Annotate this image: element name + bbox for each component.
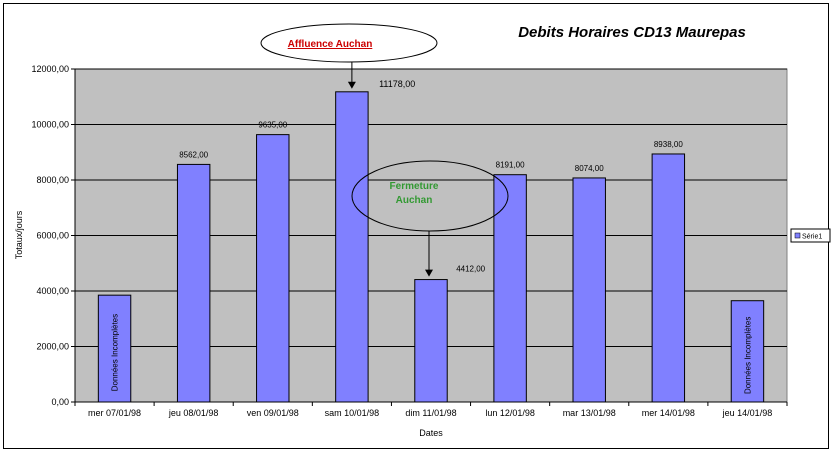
legend-swatch xyxy=(794,232,801,239)
y-axis-label: Totaux/jours xyxy=(14,210,24,259)
data-label: 8938,00 xyxy=(654,140,683,149)
annotation-arrow-head xyxy=(425,269,433,277)
bar xyxy=(493,174,527,403)
data-label: 8562,00 xyxy=(179,150,208,159)
annotation-label: Fermeture xyxy=(390,181,439,192)
y-tick-label: 12000,00 xyxy=(31,64,69,74)
y-tick-label: 6000,00 xyxy=(36,231,69,241)
data-label: 8191,00 xyxy=(496,161,525,170)
y-tick-label: 0,00 xyxy=(51,397,69,407)
legend-label: Série1 xyxy=(802,234,822,241)
y-tick-label: 10000,00 xyxy=(31,120,69,130)
x-tick-label: mer 07/01/98 xyxy=(88,408,141,418)
data-label: 9635,00 xyxy=(258,121,287,130)
annotation-arrow-head xyxy=(347,81,356,89)
bar-note: Données Incomplètes xyxy=(743,317,752,394)
y-tick-label: 4000,00 xyxy=(36,286,69,296)
plot-area: 0,00 2000,00 4000,00 6000,00 8000,00 10000,00… xyxy=(31,23,788,418)
bar xyxy=(256,134,290,403)
bar-note: Données Incomplètes xyxy=(111,314,120,391)
y-tick-label: 8000,00 xyxy=(36,175,69,185)
bar xyxy=(414,279,448,403)
chart-title: Debits Horaires CD13 Maurepas xyxy=(518,24,746,41)
data-label: 11178,00 xyxy=(379,79,415,89)
annotation-label: Auchan xyxy=(396,195,433,206)
bar xyxy=(730,300,765,403)
x-tick-label: mar 13/01/98 xyxy=(563,408,616,418)
x-tick-label: dim 11/01/98 xyxy=(405,408,456,418)
x-tick-label: ven 09/01/98 xyxy=(247,408,299,418)
bar xyxy=(335,91,369,403)
bar xyxy=(176,163,211,403)
bar xyxy=(97,294,132,403)
x-axis-label: Dates xyxy=(419,428,443,438)
x-tick-label: lun 12/01/98 xyxy=(485,408,535,418)
x-tick-label: jeu 14/01/98 xyxy=(722,408,773,418)
data-label: 8074,00 xyxy=(575,164,604,173)
x-tick-label: mer 14/01/98 xyxy=(642,408,695,418)
x-tick-label: sam 10/01/98 xyxy=(325,408,380,418)
annotation-ellipse xyxy=(260,23,438,63)
annotation-ellipse xyxy=(351,160,509,232)
legend: Série1 xyxy=(790,228,831,243)
bar xyxy=(572,177,606,403)
bar xyxy=(651,153,686,403)
annotation-label: Affluence Auchan xyxy=(288,39,373,50)
y-tick-label: 2000,00 xyxy=(36,342,69,352)
x-tick-label: jeu 08/01/98 xyxy=(168,408,219,418)
legend-box xyxy=(790,228,831,243)
data-label: 4412,00 xyxy=(456,265,485,274)
